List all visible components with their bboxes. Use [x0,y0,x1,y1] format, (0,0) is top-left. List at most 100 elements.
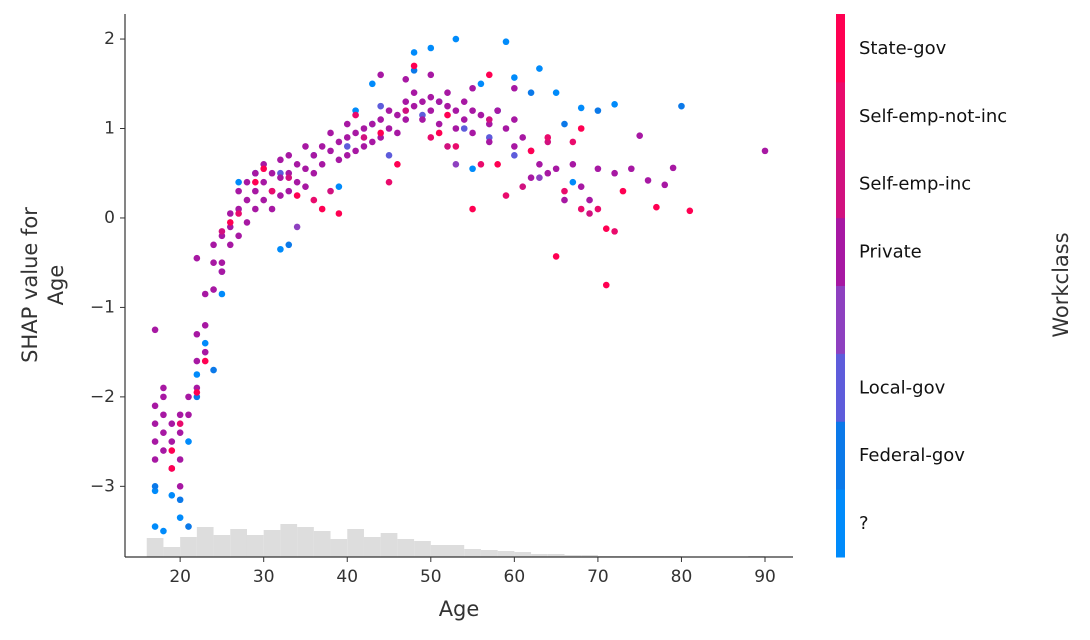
x-tick-label: 40 [336,567,358,587]
point [427,71,435,79]
point [352,129,359,137]
point [201,348,209,356]
point [477,111,485,119]
point [293,160,301,168]
point [285,152,293,159]
point [252,178,259,186]
point [201,357,209,365]
point [260,178,267,186]
point [285,174,293,182]
point [160,447,167,454]
point [577,205,585,213]
point [477,160,485,168]
histogram-bar [363,537,381,557]
x-tick-label: 50 [420,567,442,587]
point [201,339,209,347]
point [485,116,493,123]
point [644,177,652,184]
point [536,160,543,168]
histogram-bar [464,549,481,557]
point [419,98,426,105]
point [460,116,468,123]
point [377,129,384,137]
point [452,125,460,132]
colorbar-label: Self-emp-inc [859,174,971,195]
point [611,101,618,108]
point [561,196,568,204]
colorbar-segment [836,217,845,286]
point [511,116,518,123]
point [193,357,201,365]
point [452,107,460,114]
x-tick-label: 90 [754,567,776,587]
point [452,143,460,150]
x-tick-label: 60 [504,567,526,587]
point [511,152,518,159]
point [168,465,176,472]
point [519,134,527,141]
histogram-bar [497,551,515,557]
point [469,165,476,173]
point [444,89,451,97]
colorbar-segment [836,489,845,558]
point [586,196,593,204]
point [176,483,184,490]
point [343,143,351,150]
point [176,411,184,419]
point [636,132,643,139]
point [260,165,267,173]
point [277,245,284,253]
point [360,134,368,141]
point [569,138,577,146]
point [318,160,326,168]
point [602,281,610,289]
histogram-bar [531,554,548,557]
point [243,219,251,226]
point [168,447,176,454]
point [260,196,267,204]
colorbar-segment [836,421,845,490]
point [577,125,585,132]
x-tick-label: 30 [253,567,275,587]
point [302,165,309,173]
y-axis-title: Age [44,265,68,306]
histogram-bar [480,550,498,557]
point [327,187,334,195]
histogram-bar [163,547,181,557]
point [544,134,552,141]
point [218,259,226,266]
colorbar-label: Self-emp-not-inc [859,106,1007,127]
point [226,210,234,217]
histogram-bar [196,527,214,557]
y-tick-label: 1 [104,119,115,139]
point [485,138,493,146]
histogram-bar [347,529,364,557]
point [427,44,435,52]
point [410,49,418,56]
point [377,102,384,110]
point [151,483,159,490]
histogram-bar [213,535,231,557]
point [577,104,585,112]
point [394,160,401,168]
point [335,156,343,164]
point [210,259,217,266]
point [444,111,451,119]
point [427,134,435,141]
point [352,111,359,119]
point [252,187,259,195]
point [527,174,535,182]
point [419,116,426,123]
histogram-bar [180,537,197,557]
point [586,210,593,217]
point [511,74,518,81]
point [678,102,685,110]
point [469,129,476,137]
point [201,322,209,329]
point [168,491,176,499]
colorbar-title: Workclass [1049,232,1073,337]
x-axis-title: Age [439,597,480,621]
colorbar-segment [836,353,845,422]
point [494,160,501,168]
point [502,125,510,132]
